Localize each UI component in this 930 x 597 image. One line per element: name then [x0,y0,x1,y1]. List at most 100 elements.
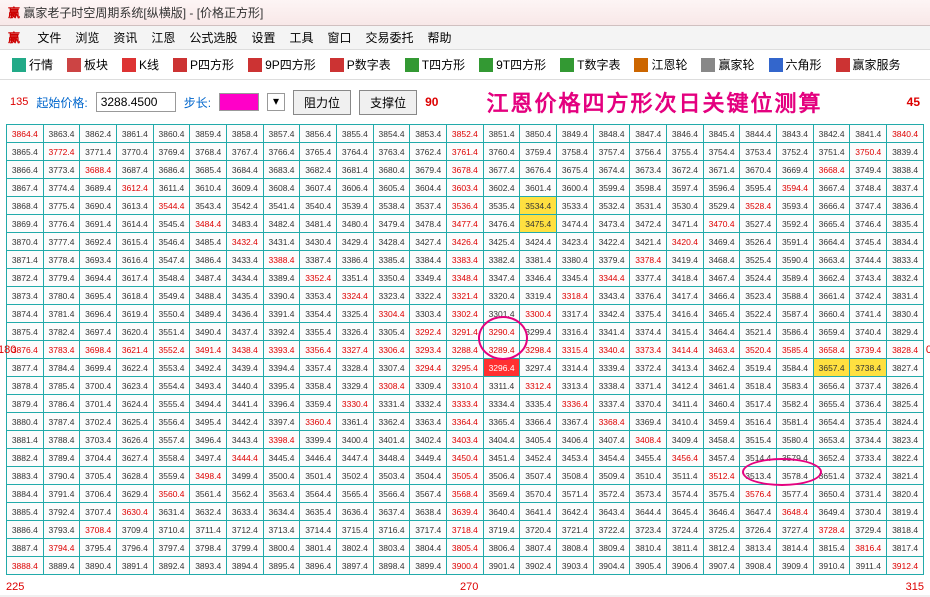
price-cell: 3784.4 [43,359,80,377]
tool-行情[interactable]: 行情 [8,54,57,75]
price-cell: 3526.4 [740,233,777,251]
price-cell: 3423.4 [557,233,594,251]
price-cell: 3431.4 [263,233,300,251]
price-cell: 3408.4 [630,431,667,449]
menu-公式选股[interactable]: 公式选股 [189,31,237,45]
price-cell: 3866.4 [7,161,44,179]
price-cell: 3458.4 [703,431,740,449]
price-cell: 3288.4 [447,341,484,359]
support-button[interactable]: 支撑位 [359,90,417,115]
menu-交易委托[interactable]: 交易委托 [365,31,413,45]
tool-T数字表[interactable]: T数字表 [556,54,624,75]
price-cell: 3391.4 [263,305,300,323]
price-cell: 3587.4 [777,305,814,323]
price-cell: 3422.4 [593,233,630,251]
price-cell: 3716.4 [373,521,410,539]
price-cell: 3473.4 [593,215,630,233]
price-cell: 3867.4 [7,179,44,197]
menu-帮助[interactable]: 帮助 [428,31,452,45]
price-cell: 3599.4 [593,179,630,197]
toolbar: 行情板块 K线 P四方形 9P四方形 P数字表 T四方形 9T四方形 T数字表江恩轮赢家轮六角… [0,50,930,80]
price-cell: 3466.4 [703,287,740,305]
price-cell: 3656.4 [813,377,850,395]
price-cell: 3774.4 [43,179,80,197]
price-cell: 3654.4 [813,413,850,431]
price-cell: 3570.4 [520,485,557,503]
price-cell: 3349.4 [410,269,447,287]
menu-资讯[interactable]: 资讯 [113,31,137,45]
menu-文件[interactable]: 文件 [37,31,61,45]
tool-P四方形[interactable]: P四方形 [169,54,238,75]
price-cell: 3620.4 [117,323,154,341]
price-cell: 3848.4 [593,125,630,143]
price-cell: 3502.4 [337,467,374,485]
price-cell: 3298.4 [520,341,557,359]
tool-9P四方形[interactable]: 9P四方形 [244,54,320,75]
price-cell: 3896.4 [300,557,337,575]
price-cell: 3476.4 [483,215,520,233]
price-cell: 3464.4 [703,323,740,341]
price-cell: 3723.4 [630,521,667,539]
tool-K线[interactable]: K线 [118,54,163,75]
price-cell: 3888.4 [7,557,44,575]
tool-9T四方形[interactable]: 9T四方形 [475,54,550,75]
price-cell: 3823.4 [887,431,924,449]
price-cell: 3446.4 [300,449,337,467]
price-cell: 3891.4 [117,557,154,575]
tool-P数字表[interactable]: P数字表 [326,54,395,75]
price-cell: 3683.4 [263,161,300,179]
price-cell: 3344.4 [593,269,630,287]
price-cell: 3753.4 [740,143,777,161]
price-cell: 3724.4 [667,521,704,539]
tool-赢家服务[interactable]: 赢家服务 [832,54,905,75]
tool-六角形[interactable]: 六角形 [765,54,826,75]
price-cell: 3289.4 [483,341,520,359]
menu-窗口[interactable]: 窗口 [327,31,351,45]
menu-江恩[interactable]: 江恩 [151,31,175,45]
step-dropdown[interactable]: ▾ [267,93,285,111]
price-cell: 3495.4 [190,413,227,431]
price-cell: 3646.4 [703,503,740,521]
price-cell: 3787.4 [43,413,80,431]
resistance-button[interactable]: 阻力位 [293,90,351,115]
step-color[interactable] [219,93,259,111]
price-cell: 3632.4 [190,503,227,521]
price-cell: 3564.4 [300,485,337,503]
price-cell: 3846.4 [667,125,704,143]
tool-板块[interactable]: 板块 [63,54,112,75]
price-cell: 3904.4 [593,557,630,575]
price-cell: 3843.4 [777,125,814,143]
price-cell: 3819.4 [887,503,924,521]
price-cell: 3627.4 [117,449,154,467]
price-cell: 3761.4 [447,143,484,161]
price-cell: 3305.4 [373,323,410,341]
price-cell: 3908.4 [740,557,777,575]
price-cell: 3376.4 [630,287,667,305]
tool-label: 9P四方形 [265,56,316,73]
start-price-input[interactable] [96,92,176,112]
price-cell: 3299.4 [520,323,557,341]
price-cell: 3625.4 [117,413,154,431]
price-cell: 3849.4 [557,125,594,143]
price-cell: 3480.4 [337,215,374,233]
tool-icon [173,58,187,72]
price-cell: 3323.4 [373,287,410,305]
price-cell: 3668.4 [813,161,850,179]
price-cell: 3291.4 [447,323,484,341]
price-cell: 3750.4 [850,143,887,161]
price-cell: 3304.4 [373,305,410,323]
price-cell: 3700.4 [80,377,117,395]
tool-江恩轮[interactable]: 江恩轮 [630,54,691,75]
price-cell: 3754.4 [703,143,740,161]
menu-工具[interactable]: 工具 [289,31,313,45]
tool-赢家轮[interactable]: 赢家轮 [697,54,758,75]
tool-T四方形[interactable]: T四方形 [401,54,469,75]
price-cell: 3519.4 [740,359,777,377]
menu-设置[interactable]: 设置 [251,31,275,45]
price-cell: 3745.4 [850,233,887,251]
corner-br: 315 [906,581,924,593]
price-cell: 3362.4 [373,413,410,431]
price-cell: 3634.4 [263,503,300,521]
price-cell: 3769.4 [153,143,190,161]
menu-浏览[interactable]: 浏览 [75,31,99,45]
